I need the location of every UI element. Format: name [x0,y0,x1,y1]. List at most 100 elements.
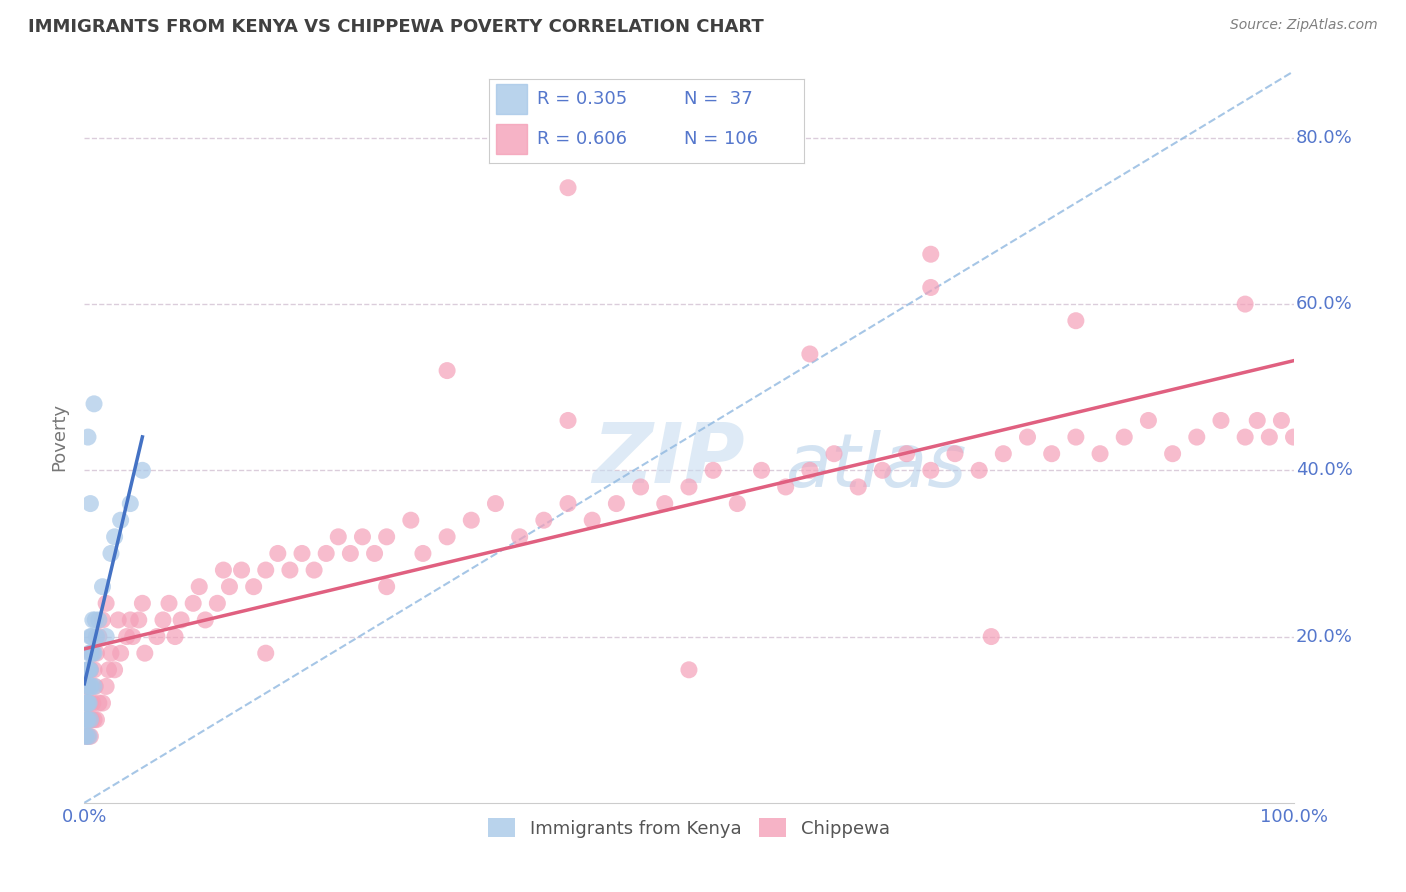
Point [79,630,101,644]
Point [87,630,110,644]
Point [75,696,97,710]
Point [1017,430,1039,444]
Point [77,696,100,710]
Legend: Immigrants from Kenya, Chippewa: Immigrants from Kenya, Chippewa [481,811,897,845]
Point [134,646,156,660]
Point [104,663,127,677]
Point [872,463,894,477]
Point [533,513,555,527]
Point [80,646,103,660]
Point [1088,447,1111,461]
Point [128,613,150,627]
Text: 60.0%: 60.0% [1296,295,1353,313]
Point [630,480,652,494]
Point [799,463,821,477]
Point [1209,413,1232,427]
Point [84,613,107,627]
Point [82,613,104,627]
Point [352,530,374,544]
Point [152,613,174,627]
Point [80,630,103,644]
Point [557,497,579,511]
Point [165,630,187,644]
Point [242,580,264,594]
Point [1270,413,1292,427]
Point [654,497,676,511]
Point [100,646,122,660]
Point [1040,447,1063,461]
Point [77,729,100,743]
Point [97,663,120,677]
Text: Source: ZipAtlas.com: Source: ZipAtlas.com [1230,18,1378,32]
Point [212,563,235,577]
Point [77,663,100,677]
Point [77,663,100,677]
Point [86,646,108,660]
Point [120,497,142,511]
Point [76,680,98,694]
Point [678,480,700,494]
Point [920,247,942,261]
Point [83,663,105,677]
Point [1234,430,1257,444]
Point [77,430,100,444]
Point [339,546,361,560]
Point [77,696,100,710]
Point [1064,430,1087,444]
Point [77,729,100,743]
Point [254,563,277,577]
Point [110,646,132,660]
Point [254,646,277,660]
Point [86,713,108,727]
Point [291,546,314,560]
Point [94,630,117,644]
Point [920,463,942,477]
Point [557,180,579,194]
Point [87,696,110,710]
Point [94,596,117,610]
Point [412,546,434,560]
Text: 80.0%: 80.0% [1296,128,1353,147]
Point [328,530,350,544]
Point [80,713,103,727]
Point [557,413,579,427]
Point [79,663,101,677]
Point [993,447,1015,461]
Point [170,613,193,627]
Point [605,497,627,511]
Point [436,363,458,377]
Point [1258,430,1281,444]
Point [79,713,101,727]
Point [80,680,103,694]
Point [775,480,797,494]
Point [1114,430,1136,444]
Point [87,613,110,627]
Point [86,630,108,644]
Text: IMMIGRANTS FROM KENYA VS CHIPPEWA POVERTY CORRELATION CHART: IMMIGRANTS FROM KENYA VS CHIPPEWA POVERT… [28,18,763,36]
Point [146,630,169,644]
Point [104,530,127,544]
Point [76,680,98,694]
Point [823,447,845,461]
Point [188,580,211,594]
Point [121,630,143,644]
Point [76,713,98,727]
Point [725,497,748,511]
Point [77,713,100,727]
Point [115,630,138,644]
Point [375,580,398,594]
Point [157,596,180,610]
Point [91,696,114,710]
Point [83,680,105,694]
Point [194,613,217,627]
Point [77,680,100,694]
Text: 20.0%: 20.0% [1296,628,1353,646]
Text: 40.0%: 40.0% [1296,461,1353,479]
Point [75,729,97,743]
Point [75,729,97,743]
Point [751,463,773,477]
Point [91,613,114,627]
Point [181,596,204,610]
Point [846,480,869,494]
Point [76,729,98,743]
